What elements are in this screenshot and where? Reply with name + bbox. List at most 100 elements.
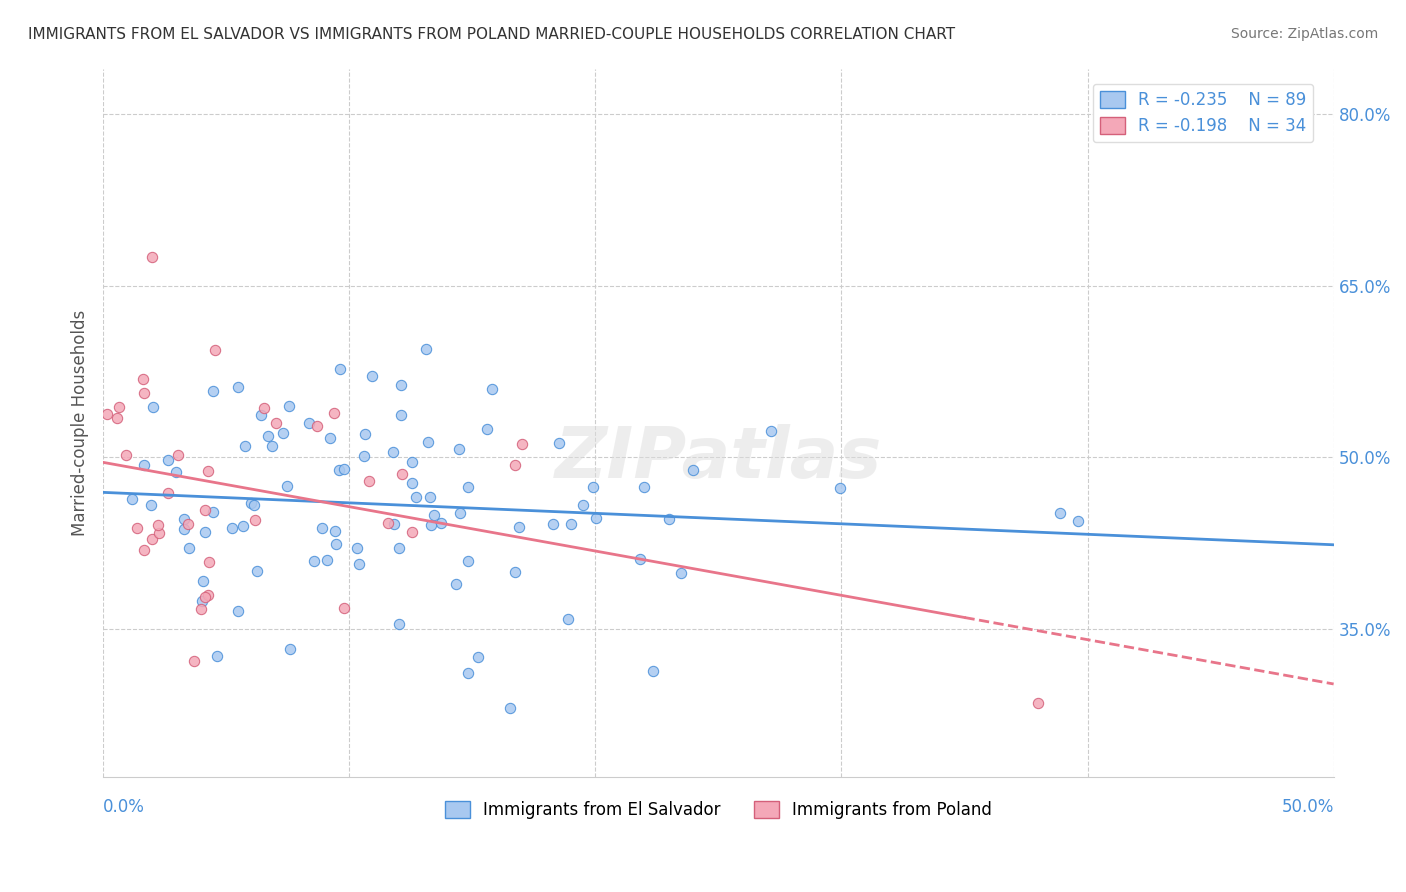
Point <box>276 479 298 493</box>
Point <box>401 524 423 539</box>
Point <box>430 516 453 531</box>
Point <box>183 654 205 668</box>
Point <box>353 427 375 442</box>
Point <box>156 453 179 467</box>
Point <box>157 485 180 500</box>
Point <box>193 574 215 589</box>
Point <box>415 343 437 357</box>
Point <box>658 512 681 526</box>
Point <box>475 422 498 436</box>
Point <box>205 649 228 664</box>
Point <box>419 490 441 504</box>
Point <box>353 449 375 463</box>
Point <box>198 554 221 568</box>
Point <box>510 437 533 451</box>
Point <box>125 521 148 535</box>
Point <box>246 565 269 579</box>
Point <box>173 522 195 536</box>
Point <box>325 537 347 551</box>
Point <box>204 343 226 357</box>
Point <box>499 700 522 714</box>
Point <box>423 508 446 523</box>
Point <box>194 591 217 605</box>
Point <box>197 464 219 478</box>
Point <box>1049 506 1071 520</box>
Point <box>761 424 783 438</box>
Point <box>382 517 405 532</box>
Text: ZIPatlas: ZIPatlas <box>555 424 882 493</box>
Text: 0.0%: 0.0% <box>103 797 145 815</box>
Point <box>226 380 249 394</box>
Point <box>197 588 219 602</box>
Point <box>405 490 427 504</box>
Point <box>277 399 299 413</box>
Text: IMMIGRANTS FROM EL SALVADOR VS IMMIGRANTS FROM POLAND MARRIED-COUPLE HOUSEHOLDS : IMMIGRANTS FROM EL SALVADOR VS IMMIGRANT… <box>28 27 955 42</box>
Point <box>671 566 693 580</box>
Point <box>167 448 190 462</box>
Point <box>201 384 224 398</box>
Point <box>449 506 471 520</box>
Point <box>260 439 283 453</box>
Point <box>121 492 143 507</box>
Point <box>105 411 128 425</box>
Point <box>333 462 356 476</box>
Point <box>249 408 271 422</box>
Point <box>148 526 170 541</box>
Point <box>481 382 503 396</box>
Point <box>389 377 412 392</box>
Point <box>560 517 582 532</box>
Point <box>165 465 187 479</box>
Point <box>191 593 214 607</box>
Point <box>142 400 165 414</box>
Point <box>233 439 256 453</box>
Text: Source: ZipAtlas.com: Source: ZipAtlas.com <box>1230 27 1378 41</box>
Point <box>444 576 467 591</box>
Point <box>271 426 294 441</box>
Point <box>298 416 321 430</box>
Point <box>278 642 301 657</box>
Point <box>245 513 267 527</box>
Point <box>357 474 380 488</box>
Point <box>401 476 423 491</box>
Point <box>201 505 224 519</box>
Point <box>141 499 163 513</box>
Point <box>416 434 439 449</box>
Point <box>643 664 665 678</box>
Point <box>347 557 370 571</box>
Point <box>557 612 579 626</box>
Point <box>190 601 212 615</box>
Point <box>146 517 169 532</box>
Point <box>505 565 527 579</box>
Point <box>132 372 155 386</box>
Point <box>177 541 200 555</box>
Point <box>381 445 404 459</box>
Point <box>389 409 412 423</box>
Point <box>391 467 413 482</box>
Point <box>505 458 527 472</box>
Point <box>253 401 276 415</box>
Text: 50.0%: 50.0% <box>1281 797 1334 815</box>
Point <box>419 518 441 533</box>
Point <box>377 516 399 531</box>
Point <box>305 419 328 434</box>
Point <box>541 516 564 531</box>
Point <box>243 498 266 512</box>
Point <box>333 600 356 615</box>
Point <box>141 532 163 546</box>
Point <box>547 436 569 450</box>
Point <box>240 496 263 510</box>
Point <box>572 498 595 512</box>
Point <box>141 250 163 264</box>
Point <box>221 521 243 535</box>
Point <box>311 520 333 534</box>
Point <box>346 541 368 556</box>
Point <box>585 510 607 524</box>
Point <box>401 455 423 469</box>
Y-axis label: Married-couple Households: Married-couple Households <box>72 310 89 536</box>
Point <box>457 480 479 494</box>
Point <box>828 481 851 495</box>
Point <box>96 407 118 421</box>
Point <box>319 431 342 445</box>
Point <box>1066 514 1088 528</box>
Point <box>173 512 195 526</box>
